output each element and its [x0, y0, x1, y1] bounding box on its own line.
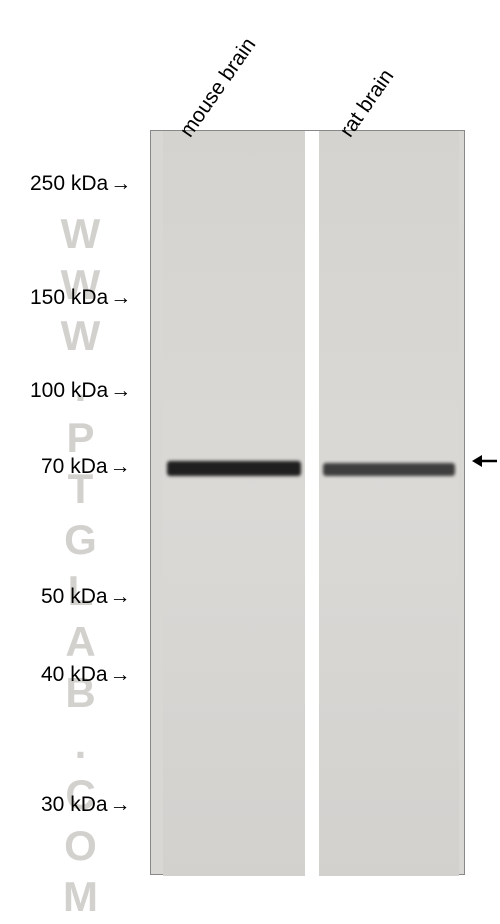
marker-100: 100 kDa→	[30, 379, 131, 403]
marker-150: 150 kDa→	[30, 286, 131, 310]
band-lane1	[167, 461, 301, 476]
western-blot-figure: WWW.PTGLAB.COM mouse brain rat brain 250…	[0, 0, 500, 903]
marker-150-text: 150 kDa	[30, 286, 108, 309]
lane-label-1-text: mouse brain	[175, 34, 260, 142]
target-band-arrow	[472, 448, 498, 482]
marker-30-text: 30 kDa	[41, 793, 108, 816]
marker-40-text: 40 kDa	[41, 663, 108, 686]
arrow-right-icon: →	[110, 663, 131, 687]
arrow-right-icon: →	[110, 379, 131, 403]
arrow-right-icon: →	[110, 172, 131, 196]
marker-250: 250 kDa→	[30, 172, 131, 196]
arrow-right-icon: →	[110, 286, 131, 310]
marker-50-text: 50 kDa	[41, 585, 108, 608]
lane-label-1: mouse brain	[175, 34, 261, 142]
marker-50: 50 kDa→	[41, 585, 131, 609]
marker-70-text: 70 kDa	[41, 455, 108, 478]
lane-divider	[305, 131, 319, 876]
lane-1	[163, 131, 305, 876]
arrow-right-icon: →	[110, 793, 131, 817]
blot-membrane	[150, 130, 465, 875]
marker-30: 30 kDa→	[41, 793, 131, 817]
marker-40: 40 kDa→	[41, 663, 131, 687]
arrow-right-icon: →	[110, 585, 131, 609]
marker-250-text: 250 kDa	[30, 172, 108, 195]
marker-70: 70 kDa→	[41, 455, 131, 479]
arrow-left-icon	[472, 448, 498, 474]
band-lane2	[323, 463, 455, 476]
lane-2	[319, 131, 459, 876]
arrow-right-icon: →	[110, 455, 131, 479]
marker-100-text: 100 kDa	[30, 379, 108, 402]
